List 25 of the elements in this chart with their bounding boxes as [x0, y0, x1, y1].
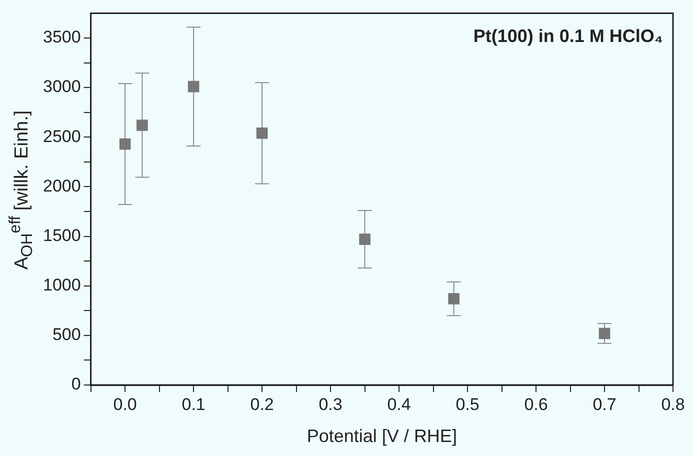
point: [119, 138, 131, 150]
y-tick-label: 1000: [42, 276, 81, 295]
point: [188, 80, 200, 92]
x-axis-title: Potential [V / RHE]: [306, 426, 457, 446]
point: [256, 128, 268, 139]
x-tick-label: 0.5: [456, 394, 480, 414]
x-tick-label: 0.2: [250, 394, 274, 414]
y-tick-label: 2500: [42, 126, 81, 146]
y-tick-label: 0: [71, 374, 81, 394]
annotation: Pt(100) in 0.1 M HClO₄: [473, 26, 663, 47]
x-tick-label: 0.1: [182, 394, 206, 414]
x-tick-label: 0.6: [524, 394, 548, 414]
point: [448, 293, 460, 304]
x-tick-label: 0.4: [387, 394, 411, 414]
point: [136, 120, 148, 131]
y-tick-label: 3000: [42, 77, 81, 96]
x-tick-label: 0.7: [592, 394, 616, 414]
x-tick-label: 0.0: [113, 394, 137, 414]
y-tick-label: 3500: [42, 28, 81, 47]
x-tick-label: 0.8: [661, 394, 685, 414]
point: [359, 234, 370, 245]
y-tick-label: 500: [52, 325, 81, 344]
x-tick-label: 0.3: [318, 394, 342, 414]
y-tick-label: 1500: [42, 226, 81, 245]
y-tick-label: 2000: [42, 176, 81, 196]
